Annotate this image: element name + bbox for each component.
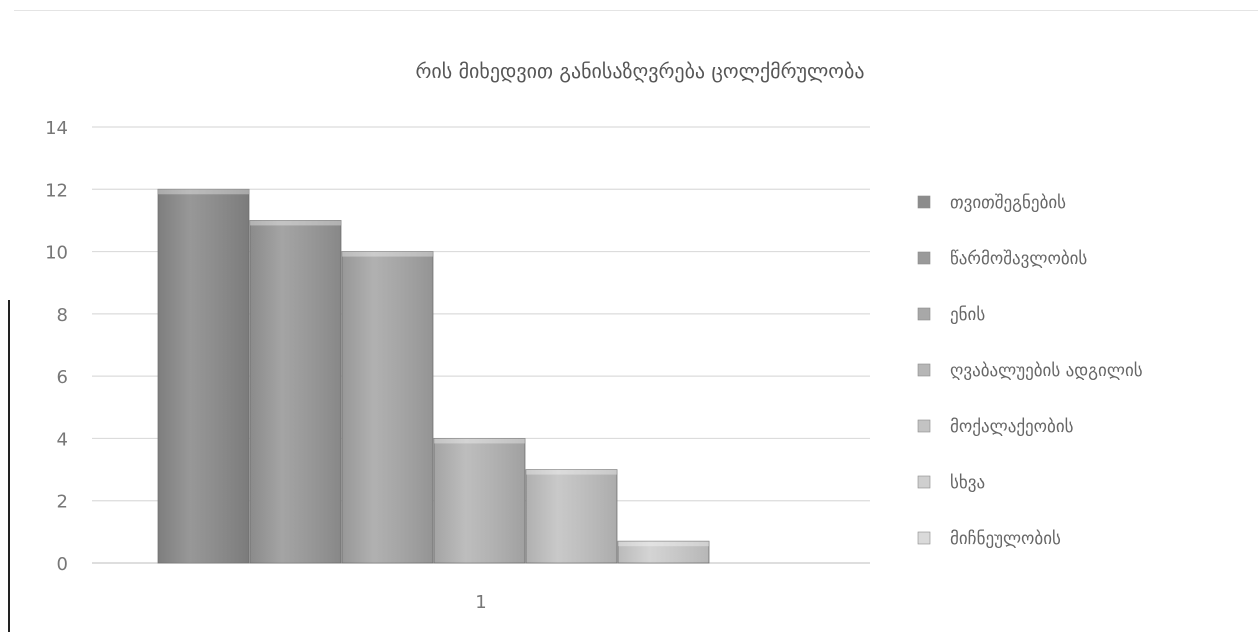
chart-frame-left-border [8, 300, 10, 632]
bar-top-highlight [618, 541, 709, 547]
bar-top-highlight [342, 251, 433, 257]
legend-item: მოქალაქეობის [917, 417, 1074, 437]
y-tick-label: 8 [57, 305, 68, 326]
bar-top-highlight [526, 469, 617, 475]
legend-swatch [917, 475, 931, 489]
legend-label: სხვა [950, 473, 985, 493]
legend-label: ღვაბალუების ადგილის [950, 361, 1143, 381]
bar-shading [434, 438, 525, 563]
bar-shading [250, 220, 341, 563]
legend-swatch [917, 195, 931, 209]
legend-swatch [917, 419, 931, 433]
legend-item: მიჩნეულობის [917, 529, 1061, 549]
chart-title: რის მიხედვით განისაზღვრება ცოლქმრულობა [416, 59, 865, 83]
bar-shading [526, 469, 617, 563]
y-tick-label: 4 [57, 429, 68, 450]
bar-shading [618, 541, 709, 563]
legend-item: თვითშეგნების [917, 193, 1066, 213]
legend-item: წარმოშავლობის [917, 249, 1087, 269]
y-tick-label: 14 [45, 118, 68, 139]
y-axis-tick-labels: 0 2 4 6 8 10 12 14 [45, 118, 68, 575]
bar-top-highlight [434, 438, 525, 444]
legend-label: წარმოშავლობის [950, 249, 1087, 269]
y-tick-label: 6 [57, 367, 68, 388]
y-tick-label: 0 [57, 554, 68, 575]
y-tick-label: 2 [57, 492, 68, 513]
bar-top-highlight [158, 189, 249, 195]
bar [157, 188, 250, 564]
bar-shading [158, 189, 249, 564]
bar [617, 540, 710, 564]
legend: თვითშეგნების წარმოშავლობის ენის ღვაბალუების… [917, 193, 1143, 549]
x-axis-tick-labels: 1 [475, 592, 486, 613]
legend-item: სხვა [917, 473, 985, 493]
legend-label: ენის [950, 305, 985, 325]
y-tick-label: 12 [45, 180, 68, 201]
bar [341, 251, 434, 564]
bars [157, 188, 710, 564]
y-tick-label: 10 [45, 243, 68, 264]
legend-item: ენის [917, 305, 985, 325]
legend-label: მოქალაქეობის [950, 417, 1074, 437]
bar [249, 220, 342, 564]
legend-swatch [917, 307, 931, 321]
bar-shading [342, 251, 433, 564]
bar [433, 438, 526, 564]
x-tick-label: 1 [475, 592, 486, 613]
chart-frame-top-border [14, 10, 1258, 11]
legend-swatch [917, 363, 931, 377]
legend-swatch [917, 251, 931, 265]
bar-top-highlight [250, 220, 341, 226]
legend-label: მიჩნეულობის [950, 529, 1061, 549]
legend-item: ღვაბალუების ადგილის [917, 361, 1143, 381]
legend-swatch [917, 531, 931, 545]
legend-label: თვითშეგნების [950, 193, 1066, 213]
bar [525, 469, 618, 564]
